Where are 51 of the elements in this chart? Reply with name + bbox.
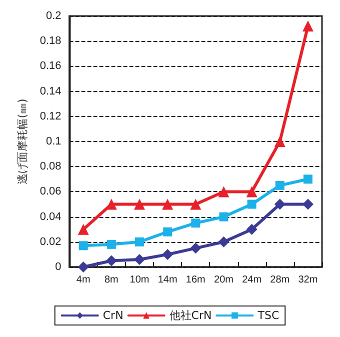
point xyxy=(106,198,117,210)
x-tick-label: 24m xyxy=(242,274,262,286)
y-tick-label: 0.1 xyxy=(46,136,62,148)
point xyxy=(274,198,286,210)
point xyxy=(162,198,174,210)
point xyxy=(134,254,145,265)
x-tick-label: 14m xyxy=(158,274,178,286)
point xyxy=(247,200,256,209)
x-tick-label: 20m xyxy=(214,274,234,286)
x-tick-label: 10m xyxy=(130,274,150,286)
y-tick-label: 0.08 xyxy=(40,160,62,173)
x-tick-label: 28m xyxy=(270,274,290,286)
point xyxy=(190,198,202,210)
x-tick-label: 32m xyxy=(298,274,318,286)
point xyxy=(303,174,312,184)
point xyxy=(275,180,284,190)
point xyxy=(162,248,174,260)
point xyxy=(106,240,116,249)
point xyxy=(134,198,145,210)
y-tick-label: 0.16 xyxy=(40,60,62,72)
point xyxy=(78,224,89,235)
point xyxy=(219,212,228,222)
point xyxy=(246,224,258,235)
point xyxy=(106,255,117,266)
point xyxy=(246,186,258,198)
x-tick-label: 4m xyxy=(76,274,90,286)
point xyxy=(302,20,314,32)
y-tick-label: 0.02 xyxy=(40,236,62,248)
point xyxy=(163,227,172,236)
point xyxy=(78,241,88,250)
y-tick-label: 0 xyxy=(55,261,62,273)
x-tick-label: 16m xyxy=(186,274,206,286)
legend-label: TSC xyxy=(256,309,280,322)
y-axis-title: 逃げ面摩耗幅(㎜) xyxy=(16,98,29,184)
x-tick-label: 8m xyxy=(104,274,118,286)
point xyxy=(190,242,202,254)
point xyxy=(218,186,230,198)
legend-label: 他社CrN xyxy=(169,309,212,322)
point xyxy=(302,198,314,210)
legend-label: CrN xyxy=(102,309,124,322)
point xyxy=(78,262,89,272)
y-tick-label: 0.12 xyxy=(40,110,62,122)
y-tick-label: 0.06 xyxy=(40,186,62,198)
point xyxy=(274,136,286,147)
point xyxy=(135,237,144,246)
y-tick-label: 0.2 xyxy=(46,10,62,22)
point xyxy=(218,236,230,248)
y-tick-label: 0.04 xyxy=(40,210,62,223)
point xyxy=(191,218,200,228)
y-tick-label: 0.18 xyxy=(40,35,62,48)
y-tick-label: 0.14 xyxy=(40,85,62,98)
